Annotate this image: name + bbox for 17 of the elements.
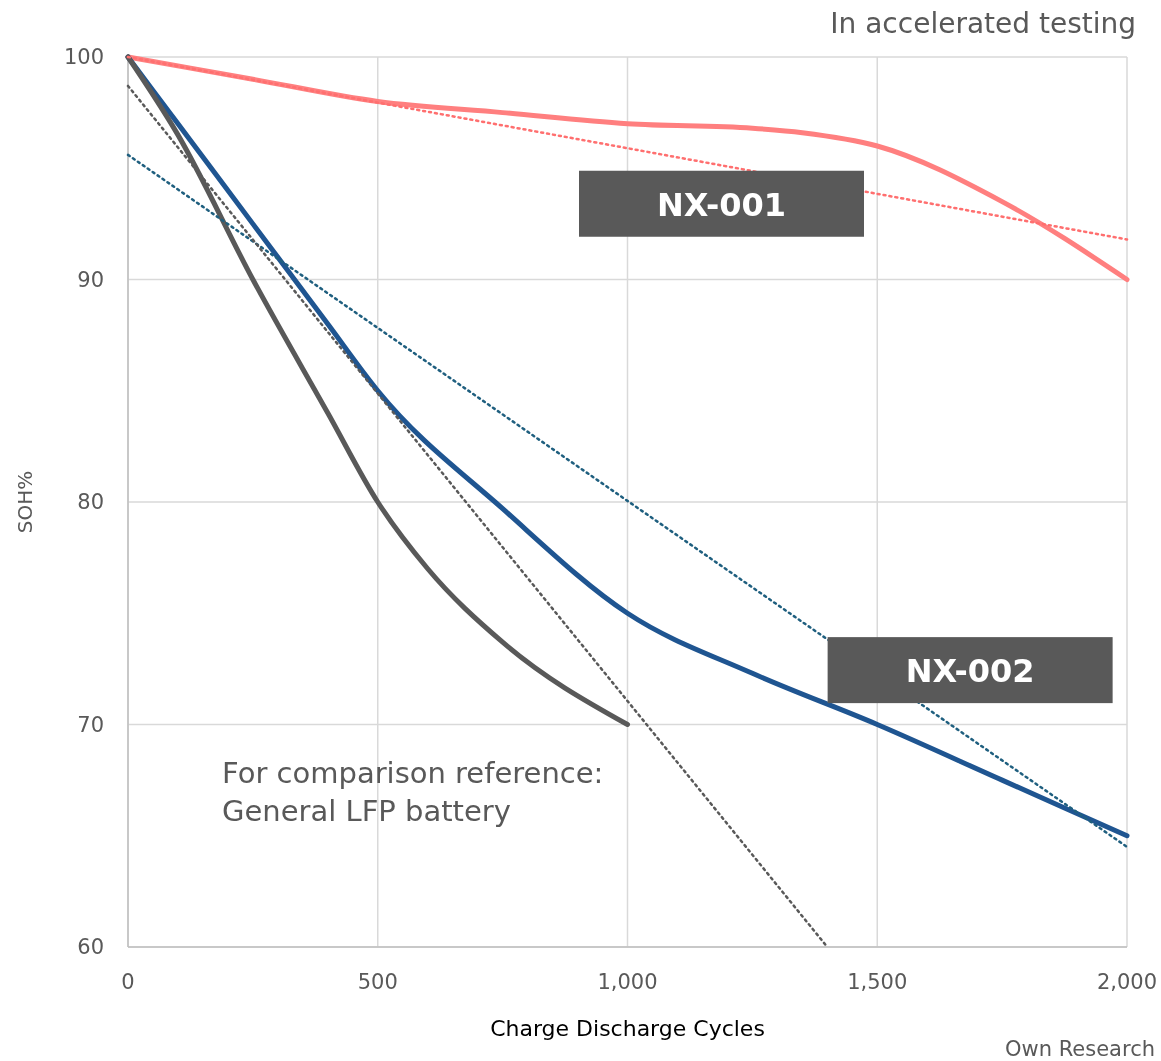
y-axis-title: SOH%: [13, 470, 37, 534]
text: In accelerated testing: [830, 7, 1136, 40]
x-tick-label: 0: [121, 970, 135, 994]
y-tick-label: 80: [77, 490, 104, 514]
y-tick-label: 60: [77, 935, 104, 959]
y-tick-label: 90: [77, 267, 104, 292]
series-label: NX-002: [905, 652, 1035, 691]
x-tick-label: 1,500: [847, 970, 908, 994]
text: Own Research: [1004, 1037, 1155, 1061]
series-label: NX-001: [657, 185, 786, 224]
y-tick-label: 70: [77, 712, 104, 737]
x-tick-label: 2,000: [1096, 970, 1158, 994]
x-tick-label: 500: [357, 970, 398, 994]
annotation: For comparison reference: General LFP battery: [222, 756, 604, 828]
x-tick-label: 1,000: [597, 970, 658, 994]
y-tick-label: 100: [63, 45, 104, 69]
x-axis-title: Charge Discharge Cycles: [490, 1016, 765, 1041]
